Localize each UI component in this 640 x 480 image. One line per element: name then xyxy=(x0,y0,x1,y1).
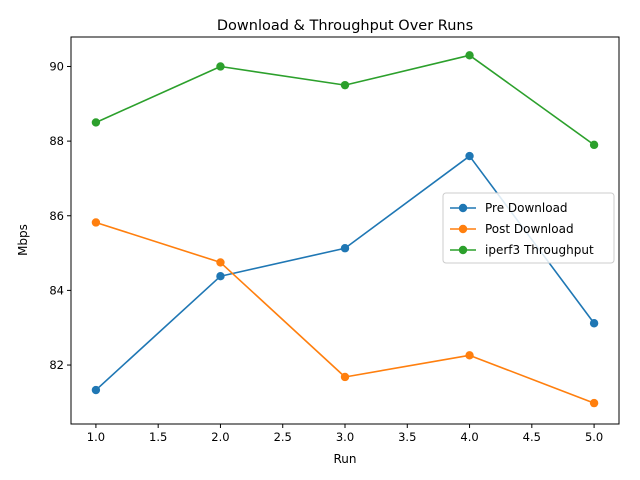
legend-swatch-marker xyxy=(458,203,468,213)
data-point xyxy=(589,140,599,150)
x-tick-label: 3.0 xyxy=(336,430,354,444)
y-axis-label: Mbps xyxy=(16,224,30,256)
legend: Pre Download Post Download iperf3 Throughp… xyxy=(442,192,615,264)
y-tick-label: 84 xyxy=(49,283,64,297)
data-point xyxy=(216,272,225,281)
series-line-2 xyxy=(95,54,595,146)
data-point xyxy=(216,258,225,267)
data-point xyxy=(91,118,101,127)
data-point xyxy=(465,151,474,161)
legend-swatch-marker xyxy=(458,224,468,234)
x-tick-label: 4.0 xyxy=(460,430,478,444)
y-tick-label: 82 xyxy=(49,358,64,372)
data-point xyxy=(216,62,225,71)
data-point xyxy=(340,372,350,382)
data-point xyxy=(340,80,350,90)
x-tick-label: 4.5 xyxy=(523,430,541,444)
legend-entry-label: Post Download xyxy=(485,222,574,236)
data-point xyxy=(465,51,474,60)
data-point xyxy=(589,319,599,328)
legend-swatch-marker xyxy=(458,245,468,255)
x-tick-label: 1.0 xyxy=(87,430,105,444)
data-point xyxy=(91,218,101,227)
chart-title: Download & Throughput Over Runs xyxy=(217,18,473,34)
data-point xyxy=(589,398,599,408)
x-tick-label: 2.0 xyxy=(211,430,229,444)
x-tick-label: 5.0 xyxy=(585,430,603,444)
y-tick-label: 90 xyxy=(49,59,64,73)
data-point xyxy=(340,244,350,253)
series-line-0 xyxy=(95,155,595,391)
plot-area: 1.0 1.5 2.0 2.5 3.0 3.5 4.0 4.5 5.0 82 84 86 88 90 xyxy=(49,36,620,444)
y-tick-label: 88 xyxy=(49,134,64,148)
x-axis-label: Run xyxy=(333,452,356,466)
x-tick-label: 1.5 xyxy=(149,430,167,444)
data-point xyxy=(91,385,101,395)
legend-entry-label: iperf3 Throughput xyxy=(485,243,594,257)
y-tick-label: 86 xyxy=(49,209,64,223)
x-tick-label: 3.5 xyxy=(398,430,416,444)
data-point xyxy=(465,351,474,360)
legend-entry-label: Pre Download xyxy=(485,201,568,215)
legend-box xyxy=(442,192,615,264)
x-tick-label: 2.5 xyxy=(274,430,292,444)
